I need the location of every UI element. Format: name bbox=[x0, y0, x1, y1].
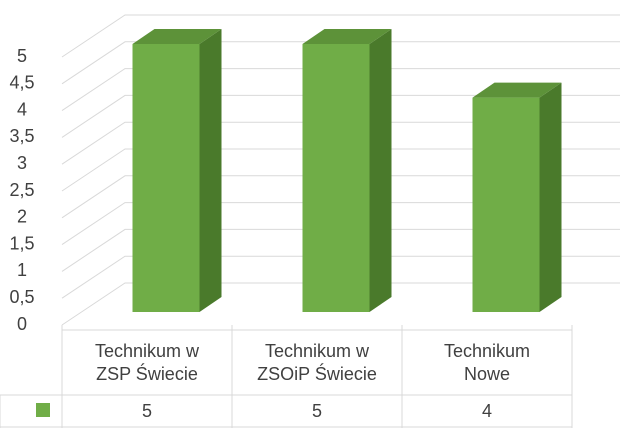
bar-top bbox=[472, 82, 562, 98]
y-tick-label: 1,5 bbox=[9, 233, 34, 253]
category-label: Technikum w ZSP Świecie bbox=[94, 340, 200, 384]
y-tick-label: 2,5 bbox=[9, 180, 34, 200]
y-tick-label: 3 bbox=[17, 153, 27, 173]
grid-line bbox=[61, 202, 620, 246]
category-label: Technikum w ZSOiP Świecie bbox=[257, 340, 377, 384]
y-tick-label: 2 bbox=[17, 207, 27, 227]
grid-line bbox=[61, 175, 620, 219]
y-tick-label: 0,5 bbox=[9, 287, 34, 307]
bar-top bbox=[302, 29, 392, 44]
grid-line bbox=[61, 94, 620, 138]
bar bbox=[472, 82, 562, 312]
bar-front bbox=[302, 44, 370, 312]
y-tick-label: 1 bbox=[17, 260, 27, 280]
legend-key bbox=[36, 403, 50, 417]
grid-line bbox=[61, 282, 620, 326]
bar-side bbox=[199, 29, 222, 312]
bar-top bbox=[132, 29, 222, 44]
category-label: Technikum Nowe bbox=[443, 340, 531, 384]
bar-front bbox=[132, 44, 200, 312]
bar bbox=[302, 29, 392, 312]
y-tick-label: 3,5 bbox=[9, 126, 34, 146]
y-tick-label: 0 bbox=[17, 314, 27, 334]
grid-line bbox=[61, 255, 620, 299]
grid-line bbox=[61, 121, 620, 165]
value-cell: 5 bbox=[141, 400, 152, 421]
y-tick-label: 5 bbox=[17, 46, 27, 66]
bar bbox=[132, 29, 222, 312]
grid-line bbox=[61, 14, 620, 58]
grid-line bbox=[61, 148, 620, 192]
value-cell: 5 bbox=[311, 400, 322, 421]
bar-side bbox=[369, 29, 392, 312]
bar-side bbox=[539, 82, 562, 312]
grid-line bbox=[61, 41, 620, 85]
grid-line bbox=[61, 228, 620, 272]
grid-line bbox=[61, 68, 620, 112]
bar-front bbox=[472, 97, 540, 312]
value-cell: 4 bbox=[481, 400, 492, 421]
y-tick-label: 4 bbox=[17, 99, 27, 119]
y-tick-label: 4,5 bbox=[9, 73, 34, 93]
